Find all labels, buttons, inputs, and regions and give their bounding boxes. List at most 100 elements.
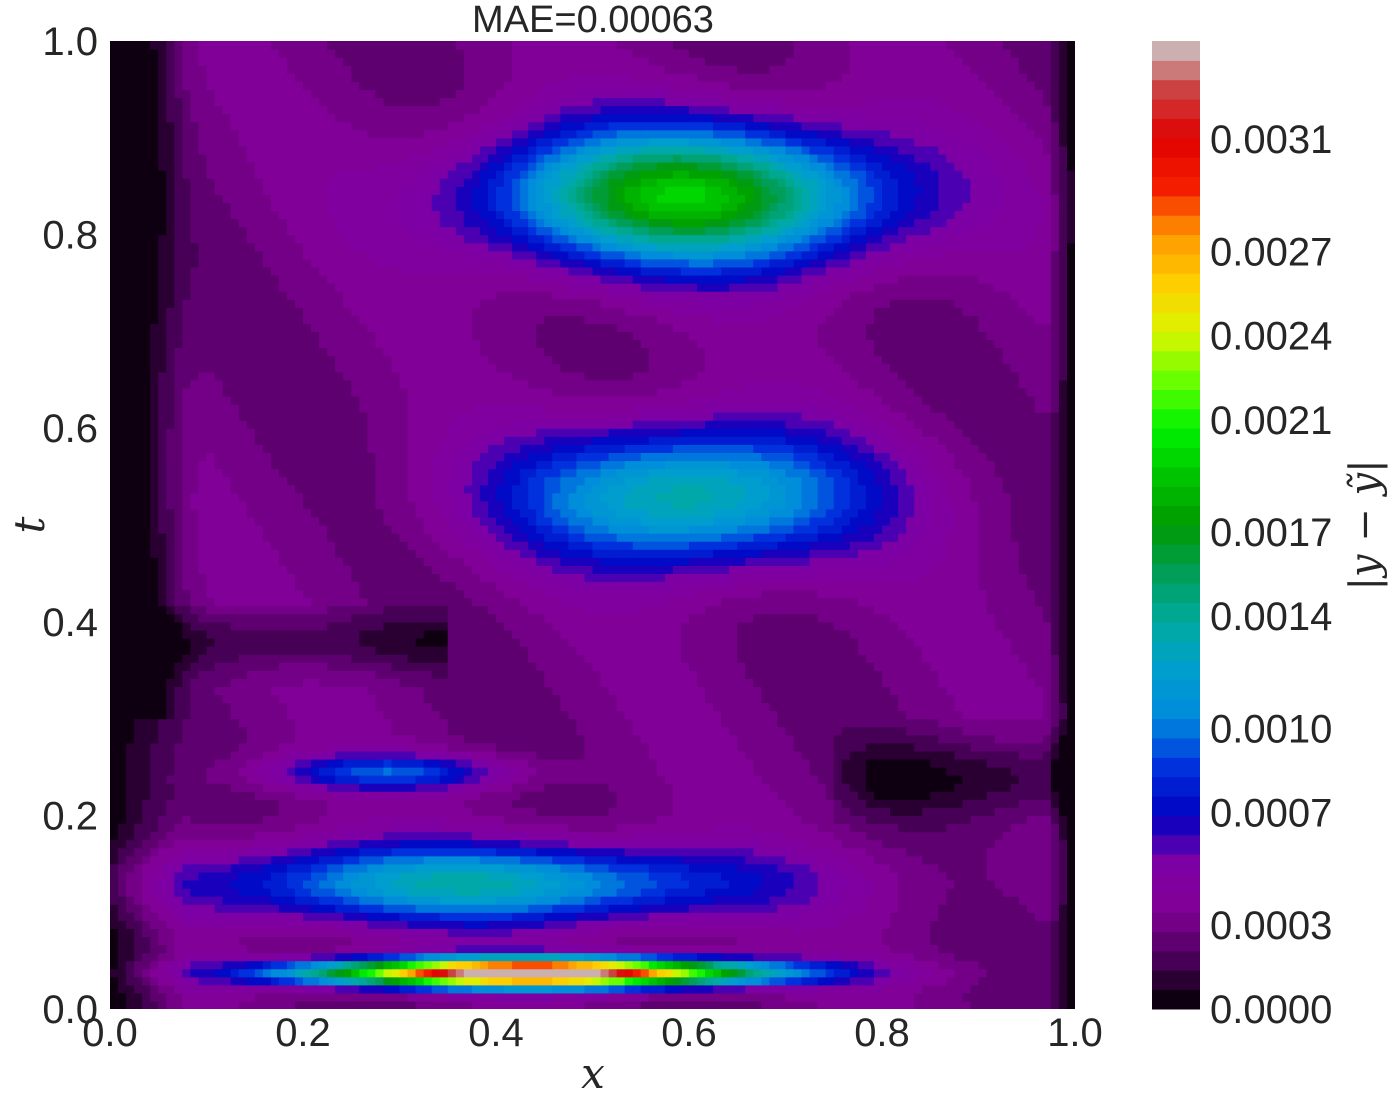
heatmap-cell bbox=[890, 871, 899, 881]
heatmap-cell bbox=[817, 912, 827, 921]
heatmap-cell bbox=[930, 871, 939, 881]
heatmap-cell bbox=[1002, 936, 1012, 946]
heatmap-cell bbox=[270, 726, 280, 736]
heatmap-cell bbox=[697, 863, 706, 873]
heatmap-cell bbox=[1026, 928, 1036, 937]
heatmap-cell bbox=[270, 831, 280, 841]
heatmap-cell bbox=[865, 702, 875, 712]
heatmap-cell bbox=[697, 871, 706, 881]
heatmap-cell bbox=[278, 847, 288, 857]
heatmap-cell bbox=[230, 1000, 240, 1009]
heatmap-cell bbox=[785, 791, 795, 800]
heatmap-cell bbox=[656, 686, 666, 695]
heatmap-cell bbox=[849, 694, 859, 704]
heatmap-cell bbox=[262, 871, 272, 881]
heatmap-cell bbox=[777, 1000, 787, 1009]
heatmap-cell bbox=[568, 710, 578, 720]
heatmap-cell bbox=[311, 855, 320, 865]
heatmap-cell bbox=[206, 888, 216, 897]
heatmap-cell bbox=[592, 710, 602, 720]
heatmap-cell bbox=[1026, 888, 1036, 897]
heatmap-cell bbox=[825, 896, 835, 905]
heatmap-cell bbox=[680, 718, 690, 728]
heatmap-cell bbox=[311, 686, 320, 695]
heatmap-cell bbox=[286, 775, 296, 784]
heatmap-cell bbox=[592, 799, 602, 808]
heatmap-cell bbox=[1050, 718, 1060, 728]
heatmap-cell bbox=[118, 904, 127, 913]
heatmap-cell bbox=[865, 984, 875, 994]
heatmap-cell bbox=[753, 871, 762, 881]
heatmap-cell bbox=[182, 976, 192, 986]
heatmap-cell bbox=[1026, 896, 1036, 905]
heatmap-cell bbox=[1002, 783, 1012, 792]
heatmap-cell bbox=[946, 742, 955, 752]
heatmap-cell bbox=[600, 912, 610, 921]
heatmap-cell bbox=[817, 871, 827, 881]
heatmap-cell bbox=[303, 783, 312, 792]
heatmap-cell bbox=[1066, 702, 1075, 712]
heatmap-cell bbox=[914, 742, 923, 752]
heatmap-cell bbox=[624, 670, 634, 679]
heatmap-cell bbox=[729, 791, 738, 800]
heatmap-cell bbox=[721, 718, 730, 728]
heatmap-cell bbox=[689, 758, 698, 768]
heatmap-cell bbox=[809, 783, 819, 792]
heatmap-cell bbox=[624, 767, 634, 776]
heatmap-cell bbox=[1018, 839, 1028, 849]
heatmap-cell bbox=[664, 863, 674, 873]
heatmap-cell bbox=[680, 847, 690, 857]
heatmap-cell bbox=[841, 831, 851, 841]
heatmap-cell bbox=[632, 694, 642, 704]
heatmap-cell bbox=[198, 936, 208, 946]
heatmap-cell bbox=[142, 896, 151, 905]
heatmap-cell bbox=[898, 984, 907, 994]
heatmap-cell bbox=[568, 823, 578, 833]
heatmap-cell bbox=[166, 831, 175, 841]
heatmap-cell bbox=[930, 847, 939, 857]
heatmap-cell bbox=[190, 847, 200, 857]
heatmap-cell bbox=[343, 783, 352, 792]
heatmap-cell bbox=[455, 726, 465, 736]
heatmap-cell bbox=[327, 896, 336, 905]
heatmap-cell bbox=[737, 984, 746, 994]
heatmap-cell bbox=[214, 783, 224, 792]
heatmap-cell bbox=[584, 799, 594, 808]
heatmap-cell bbox=[656, 984, 666, 994]
heatmap-cell bbox=[600, 678, 610, 687]
heatmap-cell bbox=[423, 839, 433, 849]
heatmap-cell bbox=[986, 944, 996, 954]
heatmap-cell bbox=[1058, 888, 1068, 897]
heatmap-cell bbox=[680, 839, 690, 849]
heatmap-cell bbox=[126, 984, 135, 994]
heatmap-cell bbox=[311, 879, 320, 889]
heatmap-cell bbox=[865, 734, 875, 744]
heatmap-cell bbox=[536, 976, 545, 986]
heatmap-cell bbox=[914, 952, 923, 962]
heatmap-cell bbox=[648, 912, 658, 921]
heatmap-cell bbox=[286, 912, 296, 921]
heatmap-cell bbox=[761, 839, 771, 849]
heatmap-cell bbox=[536, 758, 545, 768]
heatmap-cell bbox=[471, 847, 481, 857]
heatmap-cell bbox=[367, 742, 376, 752]
heatmap-cell bbox=[825, 960, 835, 970]
heatmap-cell bbox=[174, 718, 183, 728]
heatmap-cell bbox=[423, 702, 433, 712]
heatmap-cell bbox=[624, 758, 634, 768]
heatmap-cell bbox=[407, 750, 417, 760]
heatmap-cell bbox=[841, 904, 851, 913]
heatmap-cell bbox=[817, 742, 827, 752]
heatmap-cell bbox=[865, 750, 875, 760]
heatmap-cell bbox=[552, 855, 561, 865]
heatmap-cell bbox=[142, 815, 151, 825]
heatmap-cell bbox=[455, 920, 465, 929]
heatmap-cell bbox=[487, 855, 497, 865]
heatmap-cell bbox=[906, 871, 915, 881]
heatmap-cell bbox=[319, 1000, 328, 1009]
heatmap-cell bbox=[254, 984, 264, 994]
heatmap-cell bbox=[455, 670, 465, 679]
heatmap-cell bbox=[174, 775, 183, 784]
heatmap-cell bbox=[182, 1000, 192, 1009]
heatmap-cell bbox=[479, 758, 489, 768]
